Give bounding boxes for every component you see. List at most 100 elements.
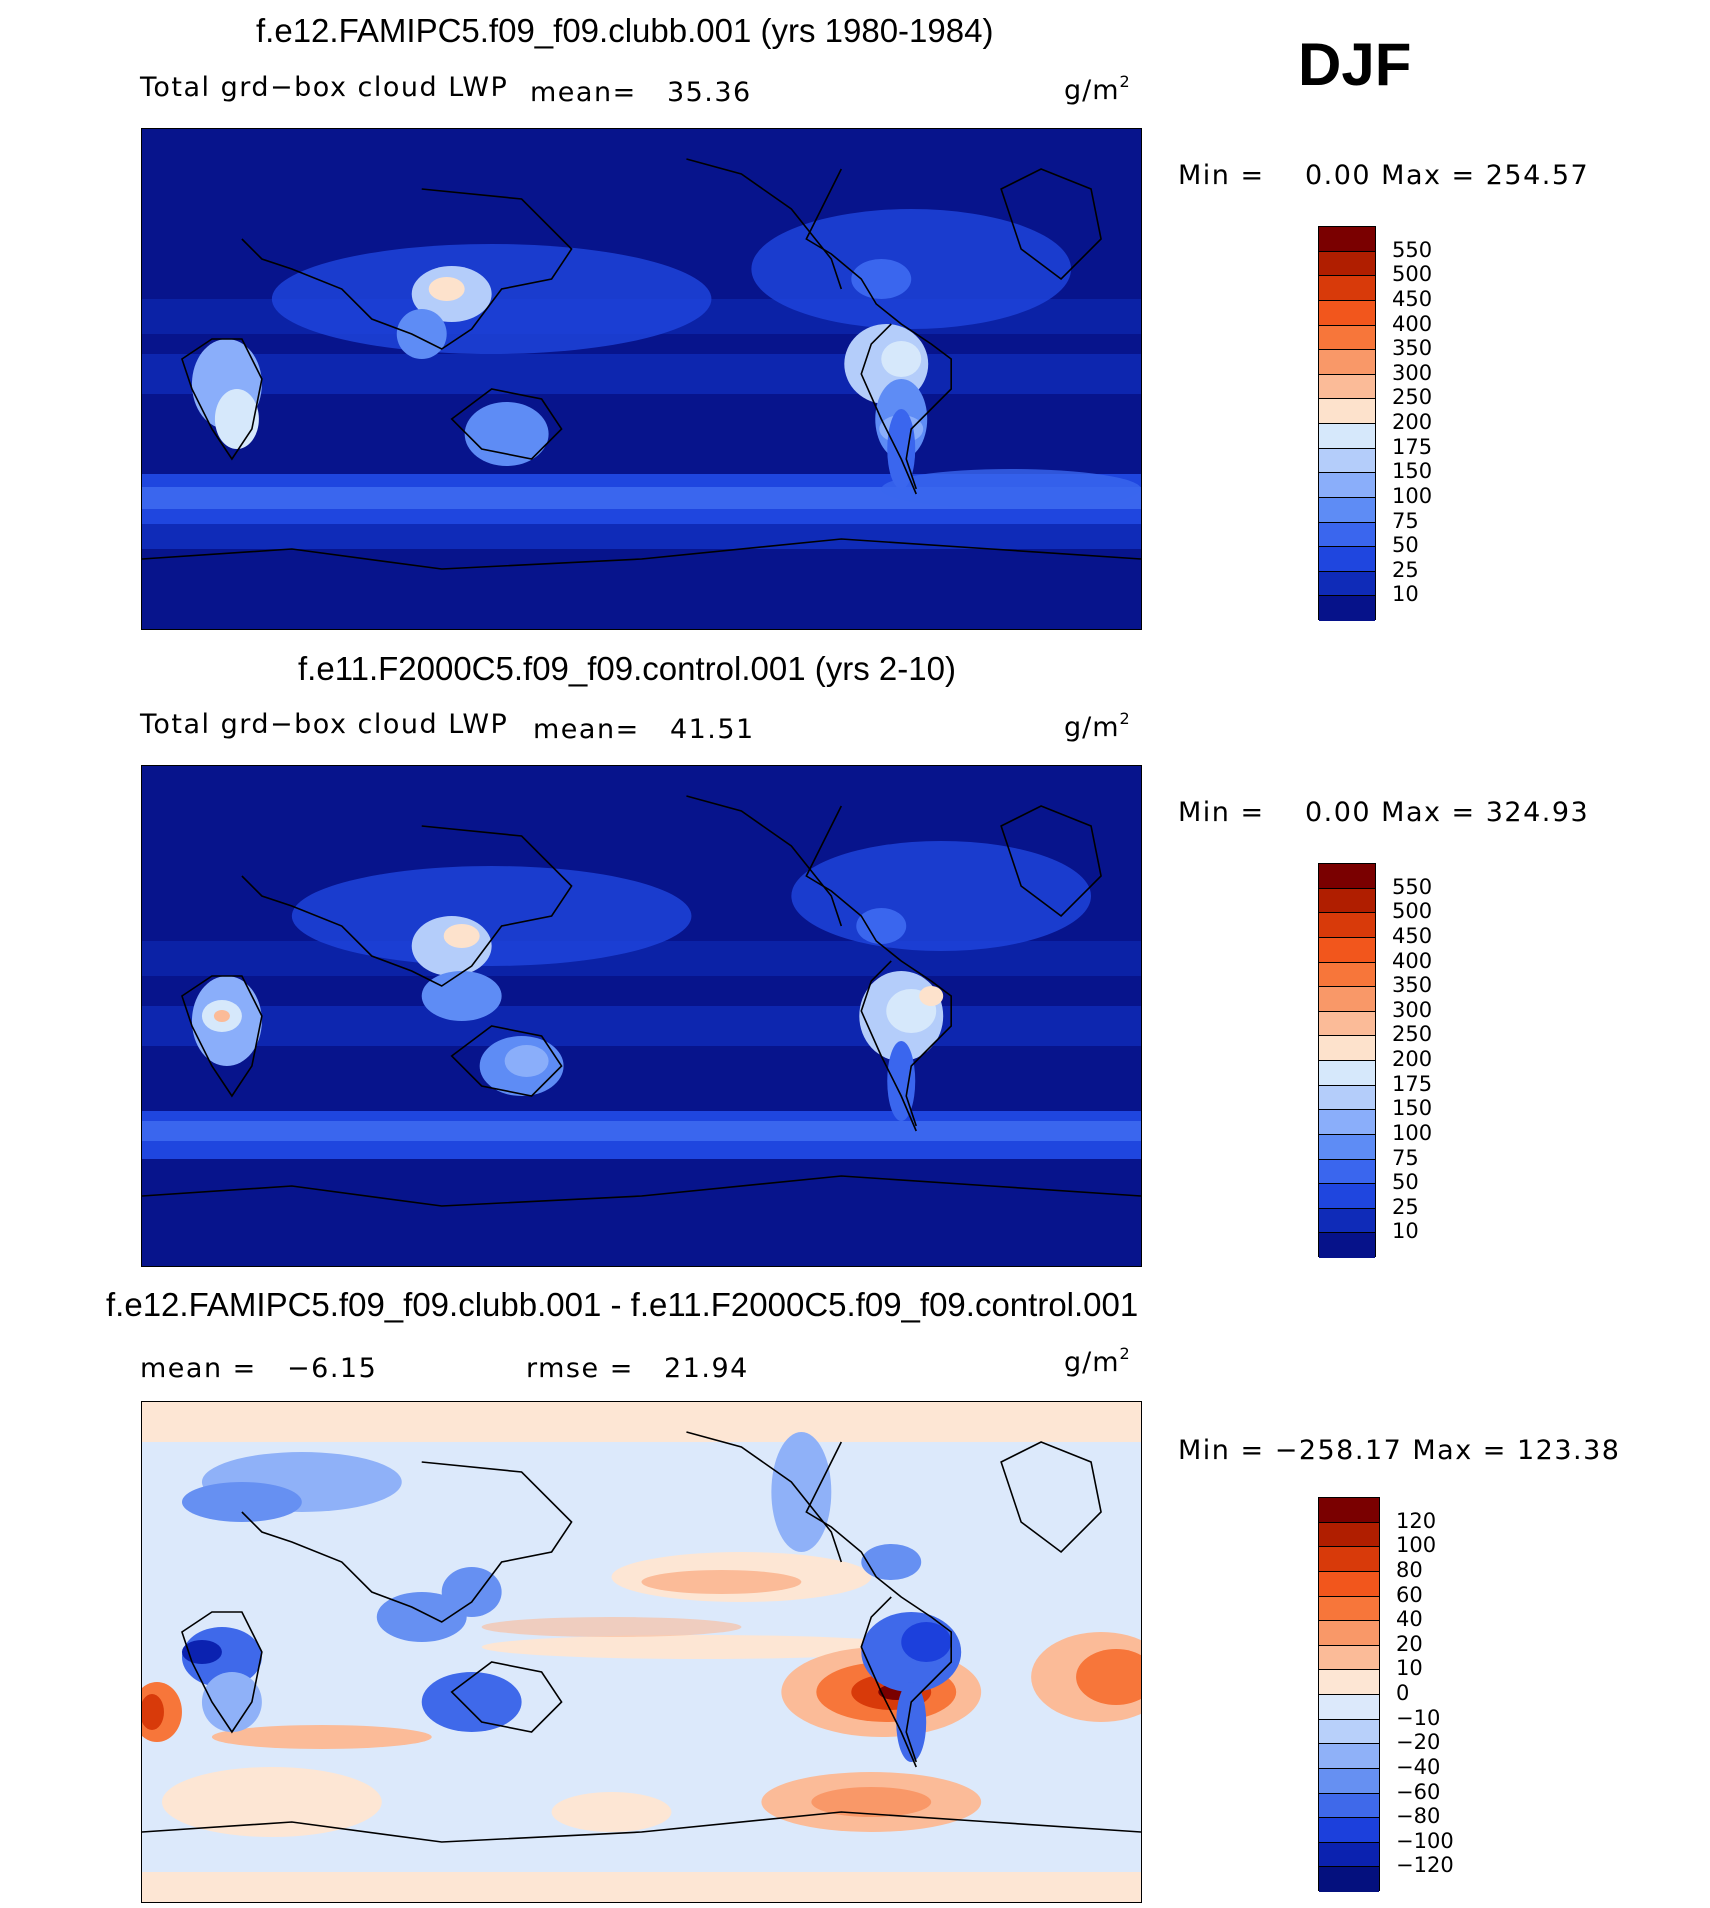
colorbar-swatch [1319, 251, 1375, 277]
colorbar-swatches [1318, 1497, 1380, 1892]
colorbar-swatch [1319, 1695, 1379, 1720]
panel-2-map [141, 765, 1142, 1267]
panel-1-units: g/m2 [1064, 72, 1131, 106]
panel-1-mean: mean= 35.36 [530, 77, 752, 108]
colorbar-tick-label: 400 [1392, 311, 1433, 336]
colorbar-tick-label: 350 [1392, 336, 1433, 361]
panel-3-title: f.e12.FAMIPC5.f09_f09.clubb.001 - f.e11.… [106, 1286, 1139, 1323]
panel-1-map [141, 128, 1142, 630]
colorbar-swatch [1319, 888, 1375, 914]
colorbar-tick-label: −100 [1396, 1828, 1454, 1853]
colorbar-swatch [1319, 1768, 1379, 1794]
colorbar-tick-label: −10 [1396, 1705, 1441, 1730]
colorbar-tick-label: 450 [1392, 923, 1433, 948]
colorbar-swatch [1319, 571, 1375, 597]
colorbar-swatch [1319, 497, 1375, 523]
colorbar-swatch [1319, 1522, 1379, 1548]
colorbar-tick-label: 400 [1392, 948, 1433, 973]
colorbar-tick-label: 10 [1396, 1656, 1423, 1681]
colorbar-tick-label: 80 [1396, 1557, 1423, 1582]
colorbar-swatch [1319, 1184, 1375, 1209]
panel-2-units: g/m2 [1064, 709, 1131, 743]
colorbar-swatch [1319, 1110, 1375, 1135]
colorbar-tick-label: 500 [1392, 262, 1433, 287]
colorbar-tick-label: 550 [1392, 237, 1433, 262]
colorbar-swatch [1319, 300, 1375, 326]
colorbar-tick-label: 175 [1392, 434, 1433, 459]
colorbar-swatch [1319, 1061, 1375, 1086]
colorbar-swatch [1319, 987, 1375, 1012]
colorbar-swatch [1319, 1842, 1379, 1868]
colorbar-swatch [1319, 1547, 1379, 1572]
colorbar-swatch [1319, 374, 1375, 400]
colorbar-swatch [1319, 596, 1375, 621]
colorbar-swatch [1319, 913, 1375, 938]
colorbar-tick-label: 200 [1392, 410, 1433, 434]
colorbar-tick-label: 75 [1392, 1145, 1419, 1170]
colorbar-swatch [1319, 1818, 1379, 1843]
colorbar-tick-label: −60 [1396, 1779, 1441, 1804]
colorbar-swatch [1319, 937, 1375, 963]
colorbar-tick-label: 150 [1392, 1096, 1433, 1121]
colorbar-tick-label: 250 [1392, 385, 1433, 410]
colorbar-swatch [1319, 399, 1375, 424]
panel-2-variable-label: Total grd−box cloud LWP [140, 709, 509, 740]
colorbar-tick-label: 40 [1396, 1607, 1423, 1632]
colorbar-tick-label: −80 [1396, 1804, 1441, 1829]
colorbar-swatch [1319, 1719, 1379, 1745]
panel-3-mean: mean = −6.15 [140, 1353, 378, 1384]
panel-3-units: g/m2 [1064, 1344, 1131, 1378]
colorbar-tick-label: 25 [1392, 1194, 1419, 1219]
panel-1-variable-label: Total grd−box cloud LWP [140, 72, 509, 103]
colorbar-tick-label: 120 [1396, 1508, 1437, 1533]
colorbar-swatch [1319, 1645, 1379, 1671]
colorbar-swatch [1319, 1571, 1379, 1597]
colorbar-swatch [1319, 547, 1375, 572]
colorbar-tick-label: 100 [1396, 1533, 1437, 1558]
colorbar-tick-label: 450 [1392, 286, 1433, 311]
colorbar-swatch [1319, 227, 1375, 252]
colorbar-tick-label: 75 [1392, 508, 1419, 533]
colorbar-swatch [1319, 1867, 1379, 1892]
panel-1-title: f.e12.FAMIPC5.f09_f09.clubb.001 (yrs 198… [256, 12, 994, 49]
colorbar-tick-label: 200 [1392, 1047, 1433, 1071]
colorbar-tick-label: 300 [1392, 360, 1433, 385]
colorbar-swatch [1319, 1134, 1375, 1160]
colorbar-tick-label: 100 [1392, 483, 1433, 508]
panel-3-minmax: Min = −258.17 Max = 123.38 [1178, 1435, 1621, 1466]
colorbar-swatch [1319, 1670, 1379, 1695]
colorbar-swatches [1318, 226, 1376, 621]
colorbar-tick-label: 250 [1392, 1022, 1433, 1047]
colorbar-tick-label: 0 [1396, 1681, 1410, 1705]
colorbar-tick-label: 20 [1396, 1631, 1423, 1656]
colorbar-tick-label: 350 [1392, 973, 1433, 998]
colorbar-tick-label: 300 [1392, 997, 1433, 1022]
colorbar-swatch [1319, 1159, 1375, 1185]
colorbar-swatch [1319, 962, 1375, 988]
colorbar-tick-label: 60 [1396, 1582, 1423, 1607]
colorbar-swatches [1318, 863, 1376, 1258]
colorbar-swatch [1319, 1036, 1375, 1061]
colorbar-tick-label: 50 [1392, 1170, 1419, 1195]
colorbar-swatch [1319, 448, 1375, 474]
colorbar-tick-label: −40 [1396, 1754, 1441, 1779]
colorbar-tick-label: 10 [1392, 1219, 1419, 1244]
colorbar-swatch [1319, 1208, 1375, 1234]
colorbar-swatch [1319, 1621, 1379, 1646]
colorbar-swatch [1319, 522, 1375, 548]
colorbar-tick-label: −120 [1396, 1853, 1454, 1878]
colorbar-tick-label: 550 [1392, 874, 1433, 899]
colorbar-swatch [1319, 1233, 1375, 1258]
colorbar-tick-label: 10 [1392, 582, 1419, 607]
colorbar-swatch [1319, 424, 1375, 449]
colorbar-swatch [1319, 1085, 1375, 1111]
colorbar-tick-label: 25 [1392, 557, 1419, 582]
colorbar-swatch [1319, 325, 1375, 351]
panel-1-minmax: Min = 0.00 Max = 254.57 [1178, 160, 1590, 191]
panel-2-mean: mean= 41.51 [533, 714, 755, 745]
panel-3-map [141, 1401, 1142, 1903]
season-label: DJF [1298, 31, 1412, 98]
colorbar-swatch [1319, 1498, 1379, 1523]
colorbar-swatch [1319, 864, 1375, 889]
colorbar-swatch [1319, 1744, 1379, 1769]
